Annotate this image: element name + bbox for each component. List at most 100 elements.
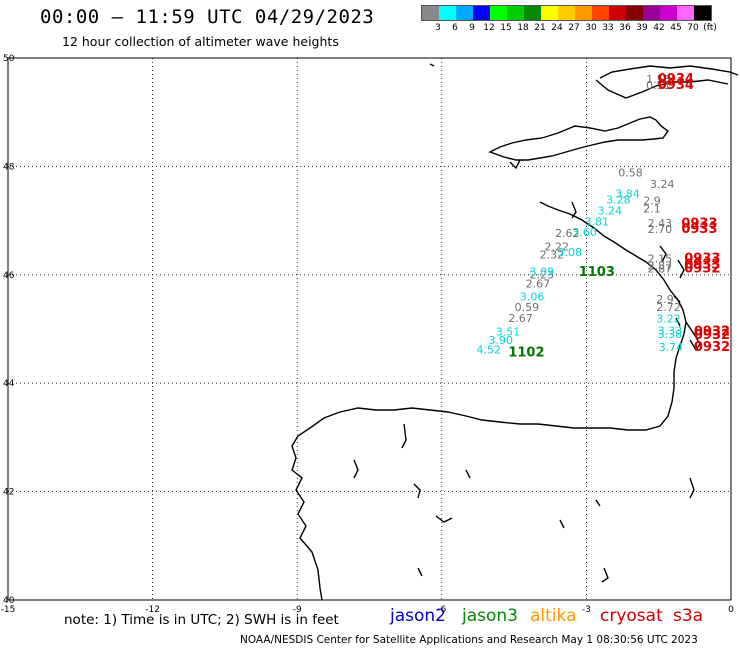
wave-height-label: 2.32 xyxy=(540,249,565,262)
wave-height-label: 2.9 xyxy=(656,293,674,306)
wave-height-label: 0933 xyxy=(681,217,717,232)
legend-tick-label: 3 xyxy=(435,23,441,33)
latitude-tick-label: 50 xyxy=(3,54,15,64)
wave-height-label: 2.1 xyxy=(643,202,661,215)
track-labels: 1.550.510.583.242.92.12.432.702.622.222.… xyxy=(477,72,731,361)
wave-height-label: 3.24 xyxy=(650,178,675,191)
map-subtitle: 12 hour collection of altimeter wave hei… xyxy=(62,34,339,49)
footnote: note: 1) Time is in UTC; 2) SWH is in fe… xyxy=(64,612,339,628)
legend-swatches xyxy=(421,5,712,21)
legend-swatch xyxy=(490,6,507,20)
wave-height-label: 2.15 xyxy=(648,252,673,265)
wave-height-label: 0934 xyxy=(658,78,694,93)
legend-swatch xyxy=(524,6,541,20)
credit-line: NOAA/NESDIS Center for Satellite Applica… xyxy=(240,634,698,646)
wave-height-label: 0934 xyxy=(658,72,694,87)
wave-height-label: 0933 xyxy=(684,257,720,272)
wave-height-label: 0933 xyxy=(681,222,717,237)
latitude-tick-label: 48 xyxy=(3,162,15,172)
wave-height-label: 4.52 xyxy=(477,343,502,356)
legend-tick-label: (ft) xyxy=(703,23,717,33)
legend-swatch xyxy=(541,6,558,20)
wave-height-label: 3.24 xyxy=(597,205,622,218)
legend-tick-label: 39 xyxy=(636,23,648,33)
wave-height-label: 3.51 xyxy=(496,326,521,339)
longitude-tick-label: -6 xyxy=(437,605,446,615)
latitude-tick-label: 40 xyxy=(3,596,15,606)
wave-height-label: 2.9 xyxy=(643,194,661,207)
wave-height-label: 2.72 xyxy=(656,301,681,314)
longitude-tick-label: -9 xyxy=(293,605,302,615)
wave-height-label: 3.38 xyxy=(658,328,683,341)
map-title: 00:00 – 11:59 UTC 04/29/2023 xyxy=(40,6,375,28)
legend-tick-label: 70 xyxy=(687,23,699,33)
legend-swatch xyxy=(609,6,626,20)
legend-swatch xyxy=(473,6,490,20)
longitude-tick-label: -15 xyxy=(1,605,16,615)
map-grid: -15 -12 -9 -6 -3 0 50 48 46 44 42 40 xyxy=(1,54,734,615)
legend-tick-label: 33 xyxy=(602,23,614,33)
wave-height-label: 3.74 xyxy=(659,341,684,354)
wave-height-label: 3.06 xyxy=(520,290,545,303)
wave-height-label: 2.43 xyxy=(648,217,673,230)
mission-label: jason3 xyxy=(462,606,518,626)
wave-height-label: 2.62 xyxy=(555,227,580,240)
wave-height-label: 3.84 xyxy=(615,187,640,200)
legend-swatch xyxy=(677,6,694,20)
wave-height-label: 3.81 xyxy=(584,215,609,228)
latitude-tick-label: 44 xyxy=(3,379,15,389)
wave-height-label: 2.67 xyxy=(526,277,551,290)
legend-swatch xyxy=(456,6,473,20)
wave-height-label: 3.33 xyxy=(658,324,683,337)
legend-tick-label: 9 xyxy=(469,23,475,33)
wave-height-label: 3.08 xyxy=(557,246,582,259)
legend-swatch xyxy=(575,6,592,20)
mission-label: jason2 xyxy=(390,606,446,626)
wave-height-label: 2.87 xyxy=(648,259,673,272)
legend-swatch xyxy=(626,6,643,20)
legend-ticks: 3 6 9 12 15 18 21 24 27 30 33 36 39 42 45 70 (ft) xyxy=(421,21,717,35)
legend-tick-label: 15 xyxy=(500,23,512,33)
wave-height-label: 3.22 xyxy=(656,312,681,325)
legend-tick-label: 6 xyxy=(452,23,458,33)
wave-height-label: 0932 xyxy=(684,262,720,277)
coastline xyxy=(291,63,739,601)
wave-height-label: 0.58 xyxy=(618,167,643,180)
mission-label: s3a xyxy=(673,606,704,626)
wave-height-label: 0932 xyxy=(694,340,730,355)
legend-tick-label: 12 xyxy=(483,23,495,33)
legend-swatch xyxy=(592,6,609,20)
legend-swatch xyxy=(643,6,660,20)
latitude-tick-label: 46 xyxy=(3,271,15,281)
wave-height-label: 2.22 xyxy=(544,240,569,253)
longitude-tick-label: -12 xyxy=(145,605,160,615)
longitude-tick-label: -3 xyxy=(582,605,591,615)
longitude-tick-label: 0 xyxy=(728,605,734,615)
mission-label: altika xyxy=(530,606,577,626)
wave-height-label: 0.59 xyxy=(515,301,540,314)
wave-height-label: 1103 xyxy=(579,265,615,280)
legend-tick-label: 21 xyxy=(534,23,546,33)
legend-tick-label: 45 xyxy=(670,23,682,33)
wave-height-label: 3.60 xyxy=(572,226,597,239)
wave-height-label: 3.28 xyxy=(606,193,631,206)
legend-swatch xyxy=(660,6,677,20)
map-frame xyxy=(7,57,732,601)
legend-swatch xyxy=(694,6,711,20)
legend-swatch xyxy=(422,6,439,20)
legend-tick-label: 30 xyxy=(585,23,597,33)
wave-height-label: 2.23 xyxy=(530,269,555,282)
wave-height-label: 0932 xyxy=(694,325,730,340)
wave-height-label: 3.90 xyxy=(489,334,513,347)
wave-height-label: 0.51 xyxy=(646,79,671,92)
legend-swatch xyxy=(558,6,575,20)
wave-height-label: 1.55 xyxy=(646,73,671,86)
legend-tick-label: 42 xyxy=(653,23,665,33)
legend-swatch xyxy=(507,6,524,20)
wave-height-label: 2.87 xyxy=(648,263,673,276)
legend-tick-label: 18 xyxy=(517,23,529,33)
wave-height-label: 3.09 xyxy=(530,265,555,278)
legend-tick-label: 24 xyxy=(551,23,563,33)
wave-height-label: 0933 xyxy=(684,251,720,266)
